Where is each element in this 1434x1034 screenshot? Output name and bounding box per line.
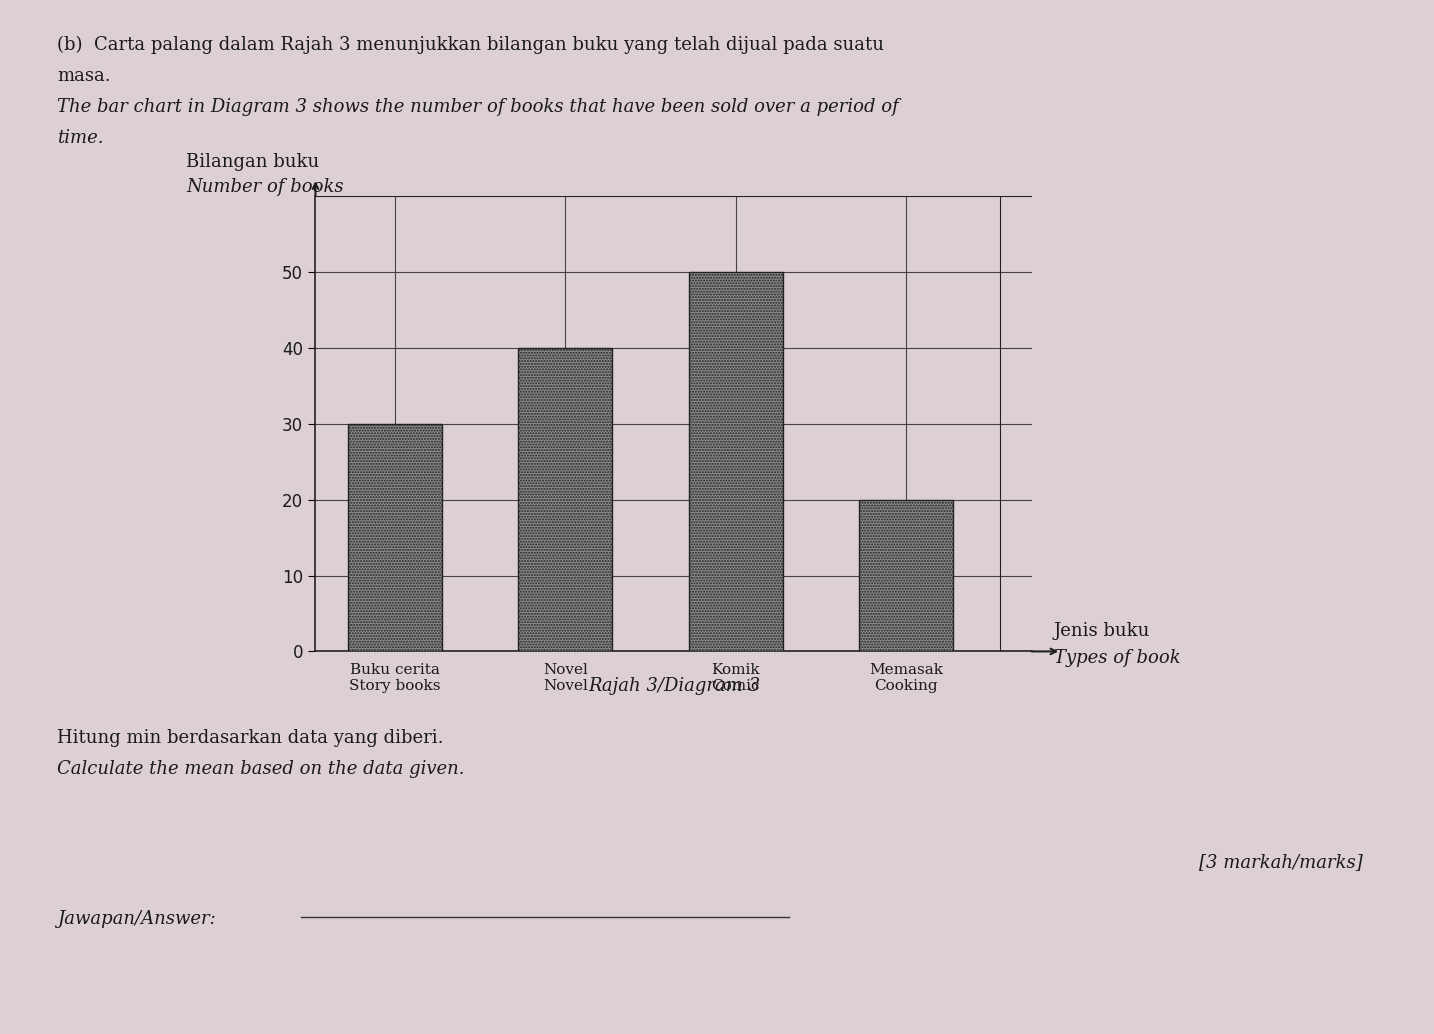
- Bar: [519, 348, 612, 651]
- Text: Number of books: Number of books: [186, 179, 344, 196]
- Text: Calculate the mean based on the data given.: Calculate the mean based on the data giv…: [57, 760, 465, 778]
- Text: The bar chart in Diagram 3 shows the number of books that have been sold over a : The bar chart in Diagram 3 shows the num…: [57, 98, 899, 116]
- Bar: [859, 499, 954, 651]
- Text: [3 markah/marks]: [3 markah/marks]: [1199, 853, 1362, 871]
- Text: Jawapan/Answer:: Jawapan/Answer:: [57, 910, 217, 927]
- Text: (b)  Carta palang dalam Rajah 3 menunjukkan bilangan buku yang telah dijual pada: (b) Carta palang dalam Rajah 3 menunjukk…: [57, 36, 885, 55]
- Bar: [688, 272, 783, 651]
- Text: Hitung min berdasarkan data yang diberi.: Hitung min berdasarkan data yang diberi.: [57, 729, 445, 747]
- Text: Rajah 3/Diagram 3: Rajah 3/Diagram 3: [588, 677, 760, 695]
- Text: Jenis buku: Jenis buku: [1054, 622, 1150, 640]
- Text: time.: time.: [57, 129, 103, 147]
- Bar: [348, 424, 442, 651]
- Text: masa.: masa.: [57, 67, 110, 85]
- Text: Bilangan buku: Bilangan buku: [186, 153, 320, 171]
- Text: Types of book: Types of book: [1054, 649, 1180, 667]
